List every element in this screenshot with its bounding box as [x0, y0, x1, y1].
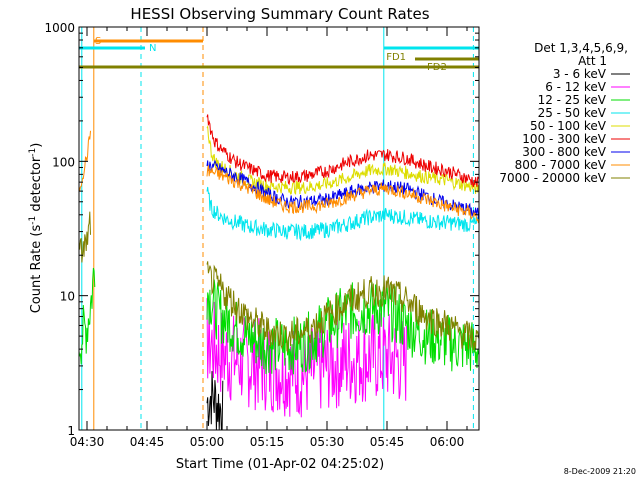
plot-frame — [78, 26, 480, 431]
x-tick-label: 05:30 — [310, 435, 345, 449]
legend-entry-label: 6 - 12 keV — [545, 80, 607, 94]
x-tick-label: 05:45 — [370, 435, 405, 449]
legend-entry-label: 50 - 100 keV — [530, 119, 607, 133]
series-line — [206, 165, 479, 224]
x-axis: 04:30 04:45 05:00 05:15 05:30 05:45 06:00 — [70, 27, 468, 449]
legend-entry-label: 100 - 300 keV — [522, 132, 606, 146]
legend-title-2: Att 1 — [578, 54, 607, 68]
legend-entry-label: 7000 - 20000 keV — [499, 171, 606, 185]
legend-entry-label: 25 - 50 keV — [538, 106, 607, 120]
series-line — [206, 114, 479, 188]
x-tick-label: 06:00 — [430, 435, 465, 449]
legend-entry-label: 3 - 6 keV — [553, 67, 607, 81]
y-tick-label: 100 — [52, 155, 75, 169]
y-tick-label: 1 — [67, 424, 75, 438]
x-tick-label: 05:15 — [250, 435, 285, 449]
annotation-label: N — [149, 43, 156, 54]
series-line — [79, 211, 91, 263]
guide-lines — [79, 27, 479, 430]
y-tick-label: 1000 — [44, 21, 75, 35]
x-axis-label: Start Time (01-Apr-02 04:25:02) — [176, 457, 384, 472]
series-line — [206, 186, 479, 242]
series-layer — [79, 114, 479, 430]
annotation-label: FD2 — [427, 62, 447, 73]
chart-title: HESSI Observing Summary Count Rates — [130, 5, 429, 23]
annotation-layer: S N FD1 FD2 — [95, 36, 447, 73]
y-axis-label: Count Rate (s-1 detector-1) — [28, 143, 44, 314]
x-tick-label: 04:30 — [70, 435, 105, 449]
y-tick-label: 10 — [60, 290, 75, 304]
legend-entry-label: 800 - 7000 keV — [515, 158, 607, 172]
series-line — [206, 261, 479, 354]
series-line — [206, 124, 479, 196]
x-tick-label: 04:45 — [130, 435, 165, 449]
series-line — [206, 298, 407, 418]
timestamp: 8-Dec-2009 21:20 — [564, 467, 636, 476]
series-line — [206, 371, 224, 430]
series-line — [79, 130, 91, 192]
x-tick-label: 05:00 — [190, 435, 225, 449]
legend-title-1: Det 1,3,4,5,6,9, — [534, 41, 628, 55]
y-axis: 1 10 100 1000 — [44, 21, 479, 438]
legend-entry-label: 12 - 25 keV — [538, 93, 607, 107]
legend-entry-label: 300 - 800 keV — [522, 145, 606, 159]
annotation-label: FD1 — [386, 52, 406, 63]
series-line — [79, 267, 96, 365]
annotation-label: S — [95, 36, 101, 47]
